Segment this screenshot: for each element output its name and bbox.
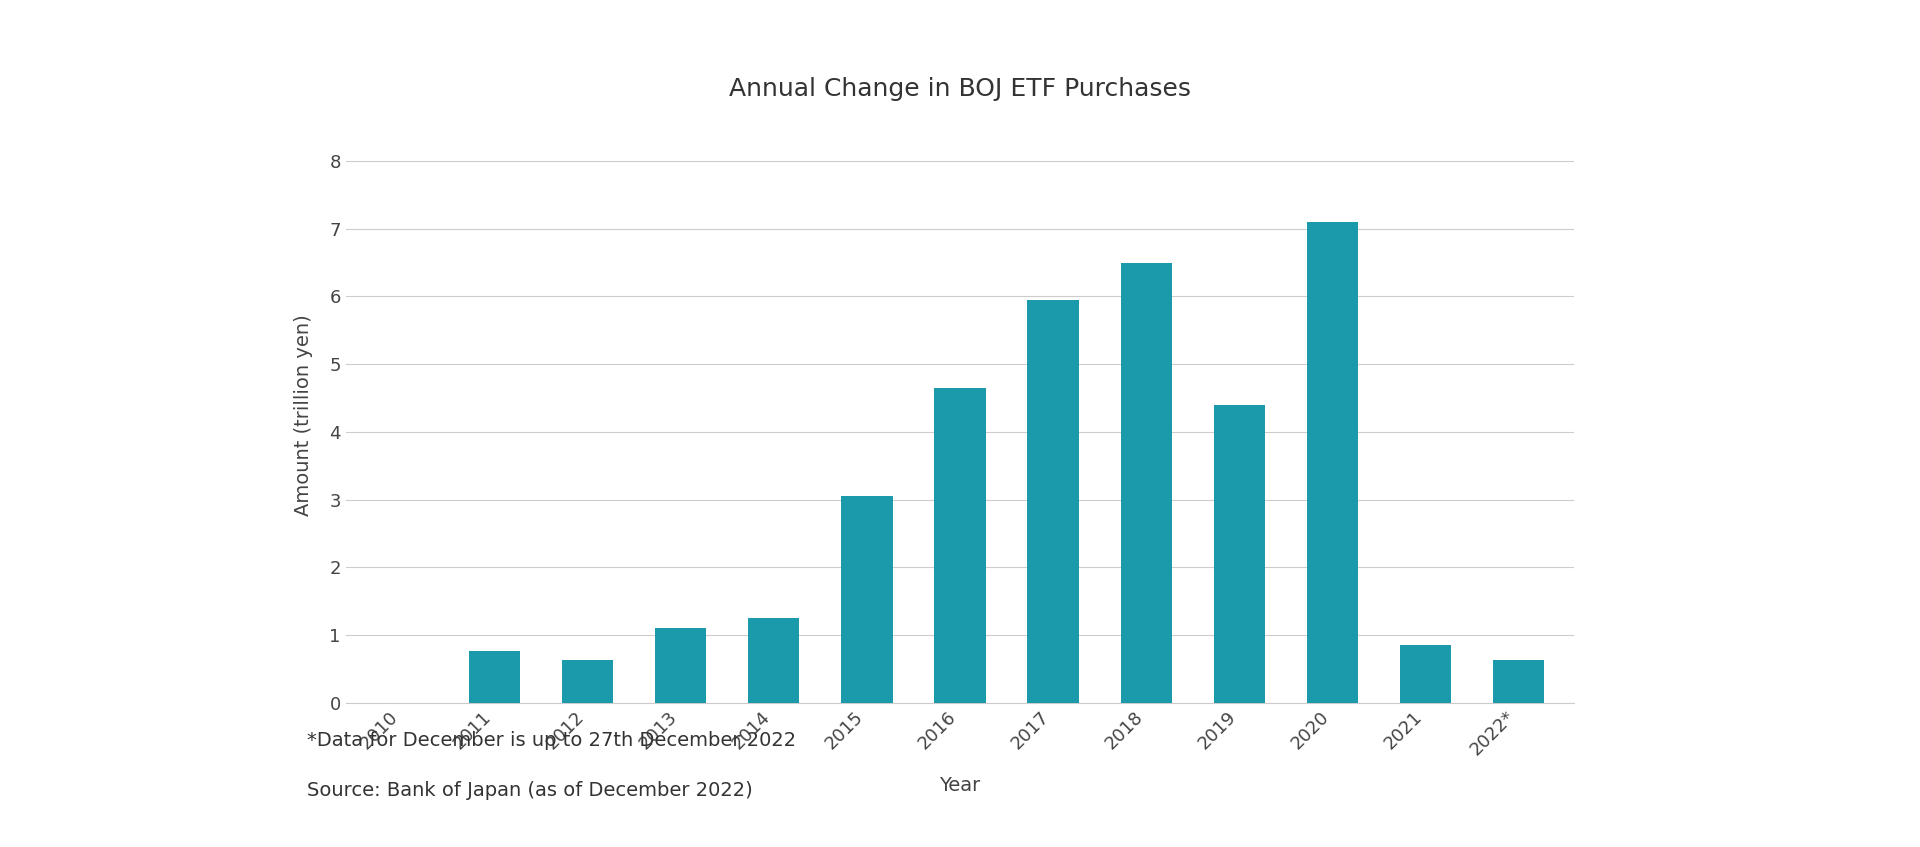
Text: *Data for December is up to 27th December 2022: *Data for December is up to 27th Decembe…: [307, 731, 797, 750]
Bar: [563, 661, 612, 703]
Bar: [1308, 222, 1357, 703]
Text: Source: Bank of Japan (as of December 2022): Source: Bank of Japan (as of December 20…: [307, 782, 753, 800]
Bar: [1400, 645, 1452, 703]
Title: Annual Change in BOJ ETF Purchases: Annual Change in BOJ ETF Purchases: [730, 77, 1190, 102]
Bar: [655, 628, 707, 703]
Bar: [1494, 661, 1544, 703]
Y-axis label: Amount (trillion yen): Amount (trillion yen): [294, 314, 313, 516]
Bar: [1027, 300, 1079, 703]
Bar: [468, 650, 520, 703]
Bar: [1121, 263, 1171, 703]
Bar: [935, 388, 985, 703]
Bar: [841, 496, 893, 703]
Bar: [1213, 405, 1265, 703]
Bar: [749, 618, 799, 703]
X-axis label: Year: Year: [939, 776, 981, 795]
